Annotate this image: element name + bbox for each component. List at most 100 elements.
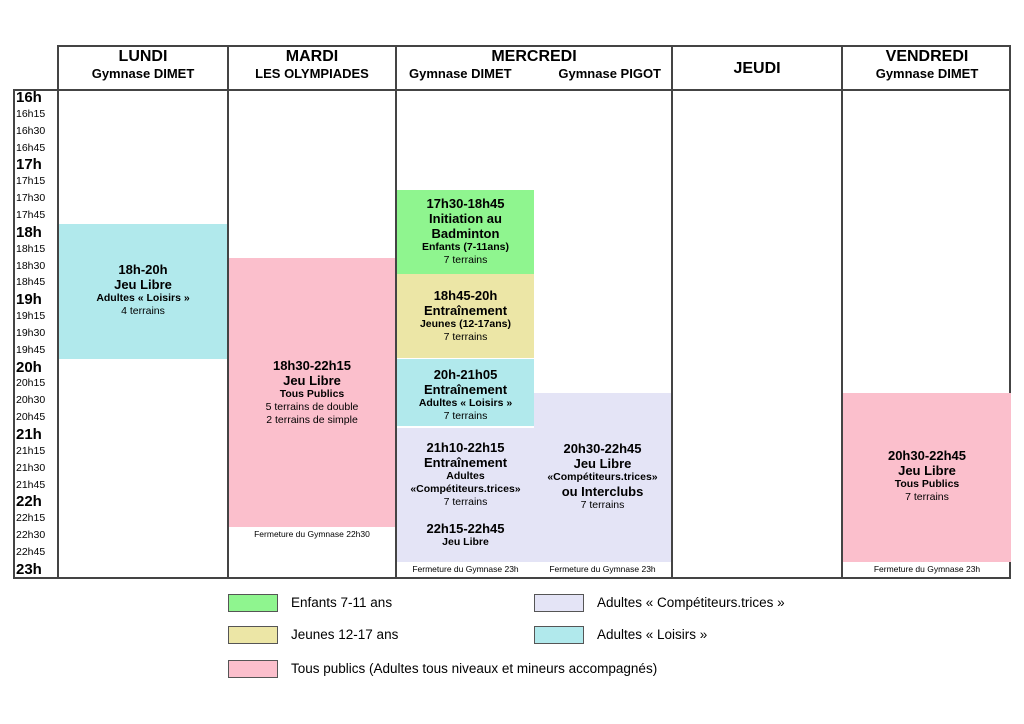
legend-swatch-competiteurs	[534, 594, 584, 612]
col-divider	[841, 45, 843, 579]
block-time: 20h-21h05	[433, 367, 498, 382]
time-label: 17h15	[16, 175, 46, 188]
time-label: 22h45	[16, 545, 46, 558]
block-courts: 7 terrains	[905, 491, 949, 503]
block-courts: 2 terrains de simple	[266, 414, 358, 426]
block-time: 20h30-22h45	[887, 448, 967, 463]
closing-note-mercredi-pigot: Fermeture du Gymnase 23h	[549, 564, 656, 574]
time-label: 16h30	[16, 124, 46, 137]
legend-label-tous: Tous publics (Adultes tous niveaux et mi…	[291, 661, 658, 676]
header-mercredi: MERCREDI Gymnase DIMET Gymnase PIGOT	[397, 48, 671, 81]
time-label: 19h15	[16, 310, 46, 323]
legend-label-loisirs: Adultes « Loisirs »	[597, 627, 708, 642]
time-column-frame	[13, 89, 59, 579]
time-label: 16h45	[16, 141, 46, 154]
block-public: Tous Publics	[279, 388, 345, 400]
time-label: 22h	[16, 493, 42, 511]
legend-swatch-tous	[228, 660, 278, 678]
block-title: Badminton	[431, 226, 500, 241]
block-mercredi-initiation: 17h30-18h45 Initiation au Badminton Enfa…	[397, 190, 534, 274]
legend-label-enfants: Enfants 7-11 ans	[291, 595, 393, 610]
time-label: 18h15	[16, 242, 46, 255]
header-jeudi: JEUDI	[733, 60, 781, 77]
block-courts: 7 terrains	[443, 331, 488, 343]
block-mercredi-entrainement-loisirs: 20h-21h05 Entraînement Adultes « Loisirs…	[397, 359, 534, 426]
block-title: Entraînement	[423, 303, 508, 318]
time-label: 20h15	[16, 377, 46, 390]
time-label: 20h45	[16, 411, 46, 424]
block-title: Entraînement	[423, 382, 508, 397]
time-label: 16h	[16, 89, 42, 106]
header-divider	[57, 89, 1011, 91]
venue: Gymnase DIMET	[875, 66, 979, 81]
closing-note-mardi: Fermeture du Gymnase 22h30	[254, 529, 370, 539]
day-name: VENDREDI	[885, 48, 969, 65]
block-public: Enfants (7-11ans)	[422, 241, 509, 253]
block-public: «Compétiteurs.trices»	[410, 483, 521, 495]
legend-swatch-jeunes	[228, 626, 278, 644]
time-label: 18h30	[16, 259, 46, 272]
day-name: MARDI	[285, 48, 339, 65]
block-time: 21h10-22h15	[426, 440, 505, 455]
block-public: «Compétiteurs.trices»	[547, 471, 658, 483]
block-title: Jeu Libre	[283, 373, 341, 388]
block-title: Jeu Libre	[442, 536, 489, 548]
block-public: Tous Publics	[894, 478, 960, 490]
time-label: 21h45	[16, 478, 46, 491]
legend-swatch-loisirs	[534, 626, 584, 644]
block-title: Jeu Libre	[573, 456, 632, 471]
time-label: 16h15	[16, 107, 46, 120]
block-public: Jeunes (12-17ans)	[419, 318, 512, 330]
block-title: Entraînement	[423, 455, 508, 470]
day-name: MERCREDI	[491, 48, 577, 65]
time-label: 21h30	[16, 461, 46, 474]
col-divider	[671, 45, 673, 579]
block-mercredi-entrainement-jeunes: 18h45-20h Entraînement Jeunes (12-17ans)…	[397, 274, 534, 358]
header-mardi: MARDI LES OLYMPIADES	[229, 48, 395, 81]
block-title: Jeu Libre	[114, 277, 172, 292]
block-title: Jeu Libre	[898, 463, 956, 478]
block-courts: 7 terrains	[580, 499, 625, 511]
block-mardi-jeu-libre: 18h30-22h15 Jeu Libre Tous Publics 5 ter…	[229, 258, 395, 527]
block-mercredi-pigot-jeu-libre: 20h30-22h45 Jeu Libre «Compétiteurs.tric…	[534, 393, 671, 562]
legend-label-competiteurs: Adultes « Compétiteurs.trices »	[597, 595, 785, 610]
time-label: 22h15	[16, 512, 46, 525]
time-label: 17h45	[16, 208, 46, 221]
time-label: 17h30	[16, 192, 46, 205]
time-label: 20h	[16, 358, 42, 376]
closing-note-mercredi-dimet: Fermeture du Gymnase 23h	[412, 564, 519, 574]
block-time: 22h15-22h45	[426, 521, 505, 536]
time-label: 20h30	[16, 394, 46, 407]
header-lundi: LUNDI Gymnase DIMET	[59, 48, 227, 81]
block-time: 17h30-18h45	[426, 196, 505, 211]
block-courts: 5 terrains de double	[265, 401, 359, 413]
venues: Gymnase DIMET Gymnase PIGOT	[397, 66, 671, 81]
time-label: 18h	[16, 223, 42, 241]
block-time: 20h30-22h45	[563, 441, 642, 456]
day-name: LUNDI	[118, 48, 168, 65]
time-label: 19h	[16, 291, 42, 309]
block-extra: ou Interclubs	[561, 484, 644, 499]
block-lundi-jeu-libre: 18h-20h Jeu Libre Adultes « Loisirs » 4 …	[59, 224, 227, 359]
block-time: 18h30-22h15	[272, 358, 352, 373]
block-time: 18h45-20h	[433, 288, 498, 303]
closing-note-vendredi: Fermeture du Gymnase 23h	[873, 564, 981, 574]
block-courts: 7 terrains	[443, 410, 488, 422]
time-label: 18h45	[16, 276, 46, 289]
time-label: 21h	[16, 426, 42, 443]
block-vendredi-jeu-libre: 20h30-22h45 Jeu Libre Tous Publics 7 ter…	[843, 393, 1011, 562]
block-courts: 7 terrains	[443, 496, 488, 508]
block-title: Initiation au	[429, 211, 502, 226]
time-label: 22h30	[16, 529, 46, 542]
block-mercredi-entrainement-competiteurs: 21h10-22h15 Entraînement Adultes «Compét…	[397, 428, 534, 562]
block-courts: 4 terrains	[121, 305, 165, 317]
venue: Gymnase DIMET	[91, 66, 195, 81]
block-time: 18h-20h	[118, 262, 168, 277]
block-courts: 7 terrains	[443, 254, 488, 266]
time-label: 17h	[16, 156, 42, 174]
venue: LES OLYMPIADES	[255, 66, 369, 81]
col-divider	[227, 45, 229, 579]
time-label: 23h	[16, 560, 42, 578]
block-public: Adultes « Loisirs »	[418, 397, 513, 409]
col-divider	[395, 45, 397, 579]
